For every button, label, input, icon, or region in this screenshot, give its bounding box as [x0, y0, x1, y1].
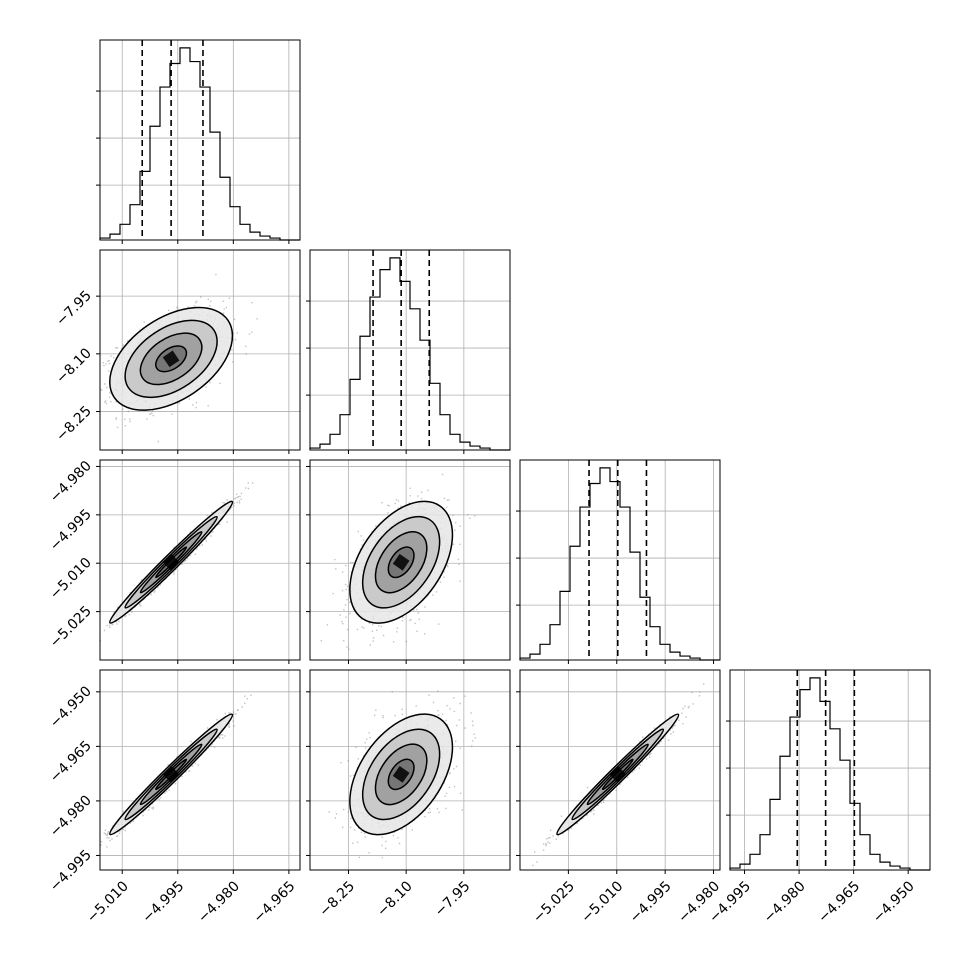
panel-content — [520, 670, 720, 870]
contour-line — [139, 531, 203, 594]
panel-frame — [309, 249, 511, 451]
contour-line — [109, 500, 234, 624]
x-tick-label: −4.980 — [195, 878, 243, 926]
histogram-panel-2 — [306, 249, 511, 454]
panel-frame — [309, 459, 511, 661]
x-tick-label: −5.010 — [84, 878, 132, 926]
panel-content — [100, 250, 300, 450]
contour-line — [139, 743, 203, 806]
contour-line — [155, 546, 188, 579]
y-tick-label: −5.025 — [47, 603, 95, 651]
contour-line — [155, 345, 188, 373]
x-tick-label: −5.025 — [530, 878, 578, 926]
panel-frame — [99, 669, 301, 871]
x-tick-label: −4.950 — [870, 878, 918, 926]
scatter-panel-2-1 — [96, 249, 301, 454]
x-tick-label: −4.965 — [815, 878, 863, 926]
y-tick-label: −4.950 — [47, 683, 95, 731]
contour-line — [124, 728, 218, 821]
contour-line — [374, 743, 428, 806]
histogram-step — [729, 677, 930, 871]
contour-line — [109, 713, 234, 836]
x-tick-label: −8.25 — [316, 878, 358, 920]
contour-line — [124, 319, 218, 399]
contour-line — [155, 758, 188, 791]
scatter-panel-4-3 — [516, 669, 721, 874]
panel-frame — [519, 459, 721, 661]
x-tick-label: −8.10 — [374, 878, 416, 920]
panel-content — [310, 460, 510, 660]
contour-line — [556, 713, 680, 836]
y-tick-label: −8.10 — [53, 345, 95, 387]
y-tick-label: −4.980 — [47, 458, 95, 506]
contour-line — [139, 332, 203, 386]
scatter-panel-4-1 — [96, 669, 301, 874]
y-tick-label: −4.965 — [47, 738, 95, 786]
contour-line — [109, 306, 234, 411]
contour-line — [387, 546, 415, 579]
panel-frame — [99, 249, 301, 451]
scatter-panel-4-2 — [306, 669, 511, 874]
histogram-step — [519, 467, 720, 661]
x-tick-label: −4.995 — [627, 878, 675, 926]
histogram-step — [309, 257, 510, 451]
histogram-panel-3 — [516, 459, 721, 664]
histogram-step — [99, 47, 300, 241]
panel-frame — [99, 39, 301, 241]
contour-line — [349, 713, 454, 836]
contour-line — [387, 758, 415, 791]
histogram-panel-4 — [726, 669, 931, 874]
y-tick-label: −5.010 — [47, 555, 95, 603]
panel-frame — [519, 669, 721, 871]
contour-line — [586, 743, 649, 806]
y-tick-label: −4.995 — [47, 847, 95, 895]
contour-line — [361, 515, 441, 609]
panel-frame — [99, 459, 301, 661]
panel-content — [100, 460, 300, 660]
contour-line — [374, 531, 428, 594]
contour-line — [571, 728, 665, 821]
contour-line — [349, 500, 454, 624]
contour-line — [601, 758, 634, 791]
x-tick-label: −4.980 — [761, 878, 809, 926]
y-tick-label: −8.25 — [53, 403, 95, 445]
contour-line — [361, 728, 441, 821]
panel-frame — [309, 669, 511, 871]
scatter-panel-3-2 — [306, 459, 511, 664]
x-tick-label: −7.95 — [432, 878, 474, 920]
histogram-panel-1 — [96, 39, 301, 244]
contour-line — [124, 515, 218, 609]
density-peak — [162, 350, 180, 368]
panel-content — [100, 670, 300, 870]
y-tick-label: −4.980 — [47, 792, 95, 840]
x-tick-label: −4.965 — [251, 878, 299, 926]
panel-frame — [729, 669, 931, 871]
y-tick-label: −7.95 — [53, 288, 95, 330]
x-tick-label: −5.010 — [578, 878, 626, 926]
scatter-panel-3-1 — [96, 459, 301, 664]
y-tick-label: −4.995 — [47, 506, 95, 554]
density-peak — [392, 553, 410, 571]
panel-content — [310, 670, 510, 870]
density-peak — [392, 766, 410, 783]
x-tick-label: −4.995 — [139, 878, 187, 926]
